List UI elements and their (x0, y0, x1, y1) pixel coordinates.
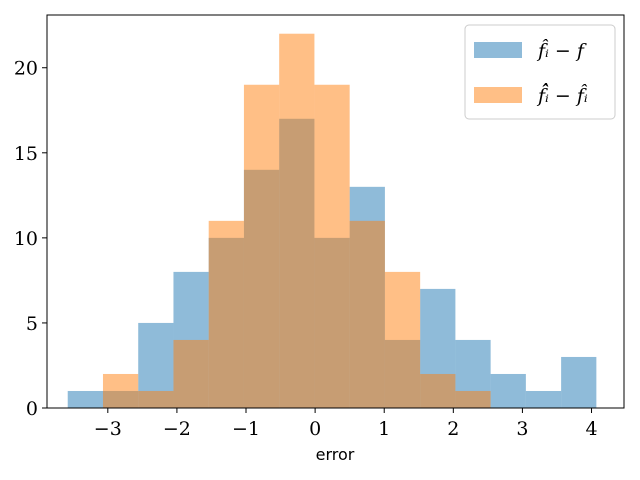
plot-frame (46, 14, 625, 409)
y-axis-ticks: 0 5 10 15 20 (14, 58, 47, 420)
y-tick-label-1: 5 (26, 313, 38, 335)
legend-label-series-1: f̂̂ᵢ − f̂ᵢ (536, 82, 588, 107)
y-tick-label-4: 20 (14, 58, 38, 80)
y-tick-label-3: 15 (14, 143, 38, 165)
x-tick-label-1: −2 (163, 418, 191, 440)
bar-series-1-bin-9 (384, 271, 421, 408)
x-axis-label: error (316, 445, 355, 464)
x-tick-label-0: −3 (94, 418, 122, 440)
x-axis-ticks: −3 −2 −1 0 1 2 3 4 (94, 408, 598, 440)
bar-series-1-bin-3 (173, 339, 209, 408)
y-tick-label-0: 0 (26, 398, 38, 420)
bar-series-1-bin-11 (455, 390, 491, 408)
bar-series-0-bin-13 (525, 390, 562, 408)
bar-series-1-bin-2 (138, 390, 174, 408)
x-tick-label-5: 2 (447, 418, 459, 440)
bar-series-1-bin-6 (279, 33, 315, 408)
bar-series-1-bin-10 (420, 373, 456, 408)
bar-series-1-bin-7 (314, 84, 350, 409)
y-tick-label-2: 10 (14, 228, 38, 250)
bar-series-0-bin-0 (67, 390, 103, 408)
x-tick-label-4: 1 (378, 418, 390, 440)
bar-series-0-bin-14 (561, 356, 597, 408)
x-tick-label-7: 4 (585, 418, 597, 440)
legend-swatch-series-1 (474, 87, 522, 103)
legend: f̂ᵢ − f f̂̂ᵢ − f̂ᵢ (464, 24, 616, 120)
bar-series-1-bin-5 (243, 84, 280, 409)
bar-series-1-bin-8 (349, 220, 385, 408)
x-tick-label-2: −1 (232, 418, 260, 440)
bar-series-0-bin-12 (490, 373, 526, 408)
x-tick-label-3: 0 (309, 418, 321, 440)
legend-label-series-0: f̂ᵢ − f (536, 39, 587, 62)
bars-layer (67, 33, 597, 409)
x-tick-label-6: 3 (516, 418, 528, 440)
bar-series-1-bin-1 (102, 373, 139, 408)
bar-series-1-bin-4 (208, 220, 244, 408)
legend-swatch-series-0 (474, 42, 522, 58)
